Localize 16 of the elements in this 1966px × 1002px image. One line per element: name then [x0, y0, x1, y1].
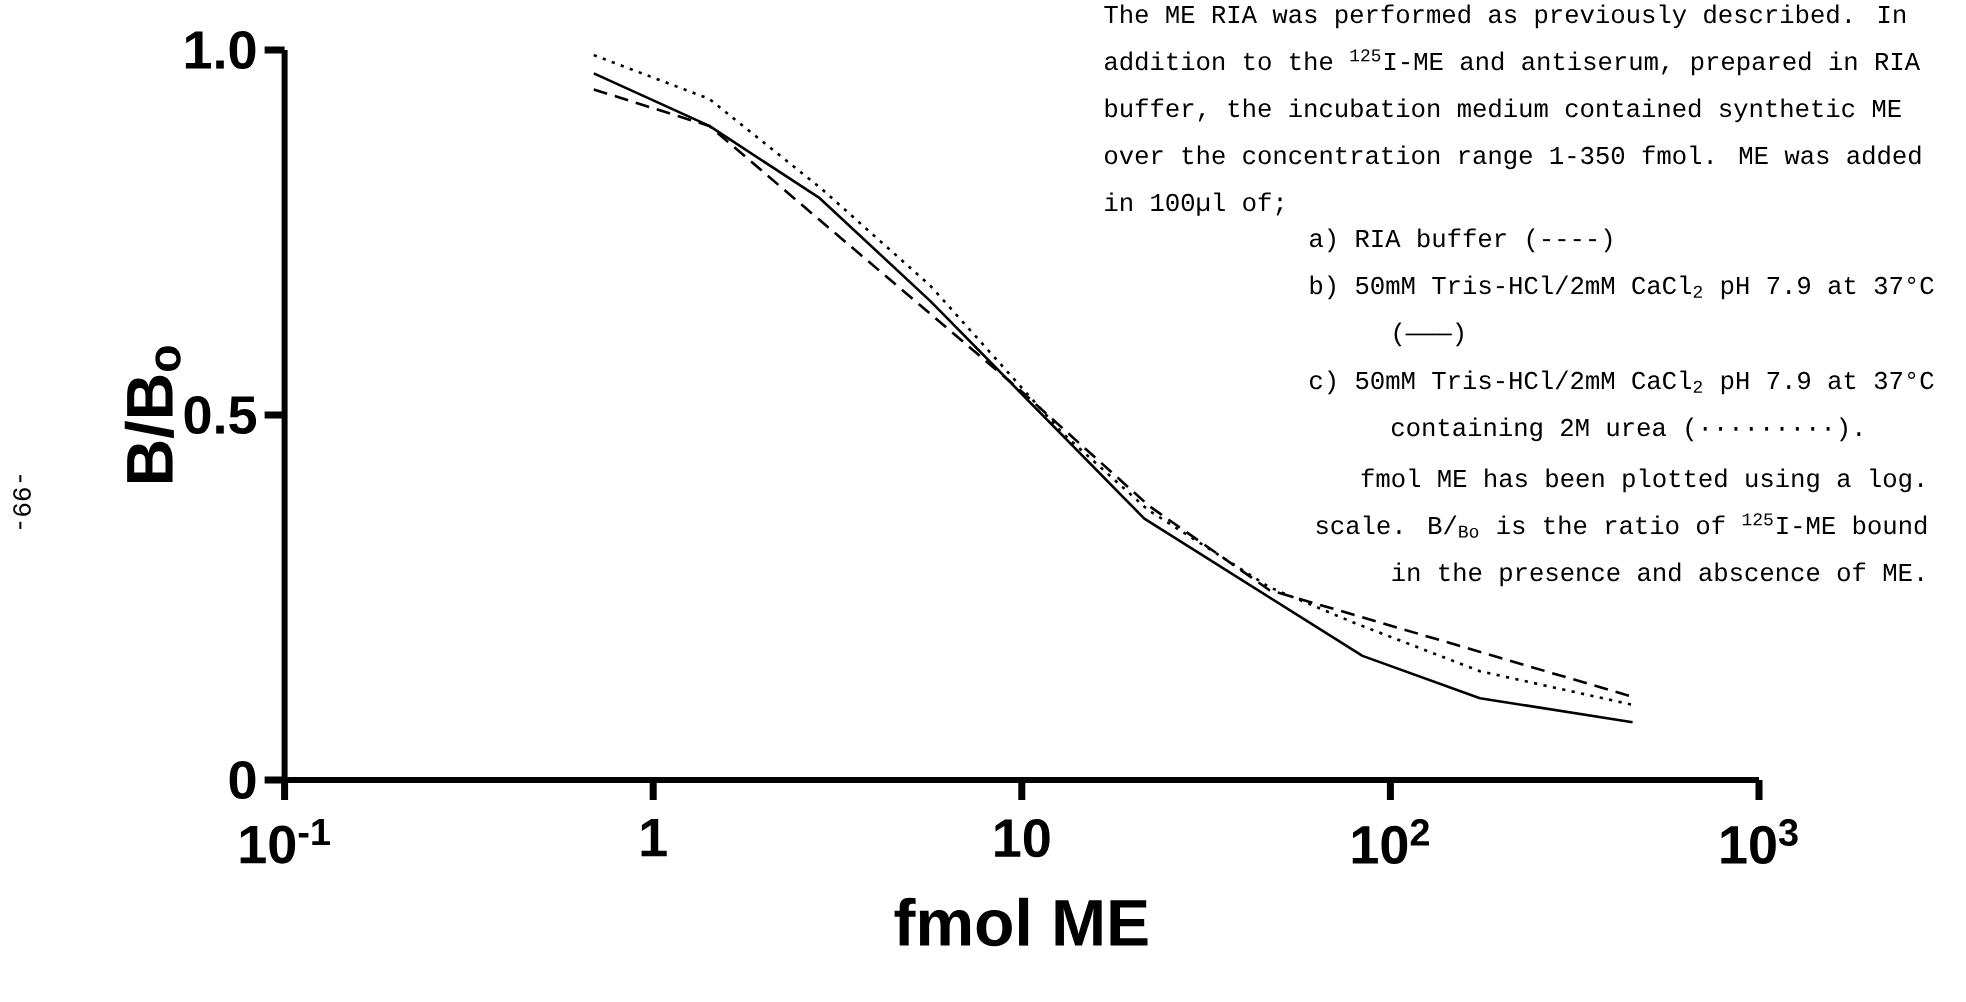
- x-tick-label: 10$^{2}$: [1352, 819, 1429, 865]
- text: b) 50mM Tris-HCl/2mM CaCl$_{2}$ pH 7.9 at 37°C (———): [1310, 275, 1934, 347]
- annotation: fmol ME has been plotted using a log. scale. B/$_{Bo}$ is the ratio of $^{125}$I-ME bound in the presence and abscence of ME.: [1316, 468, 1927, 587]
- y-tick-label: 0.5: [184, 395, 257, 435]
- y-tick-label: 1.0: [185, 30, 256, 70]
- x-axis-title: fmol ME: [894, 897, 1148, 947]
- annotation: The ME RIA was performed as previously described. In addition to the $^{125}$I-ME and antiserum, prepared in RIA buffer, the incubation medium contained synthetic ME over the concentration range 1-350 fmol. ME was added in 100µl of;: [1104, 4, 1921, 216]
- x-tick-label: 10: [995, 819, 1050, 858]
- annotation: a) RIA buffer (----): [1310, 228, 1612, 253]
- annotation: c) 50mM Tris-HCl/2mM CaCl$_{2}$ pH 7.9 at 37°C containing 2M urea (·········).: [1310, 370, 1934, 442]
- y-tick-label: 0: [229, 760, 256, 800]
- y-axis-title: B/B$_{o}$: [124, 346, 181, 483]
- x-tick-label: 10$^{-1}$: [240, 819, 330, 864]
- x-tick-label: 1: [641, 819, 667, 857]
- x-tick-label: 10$^{3}$: [1721, 819, 1798, 865]
- text: -99-: [13, 475, 31, 529]
